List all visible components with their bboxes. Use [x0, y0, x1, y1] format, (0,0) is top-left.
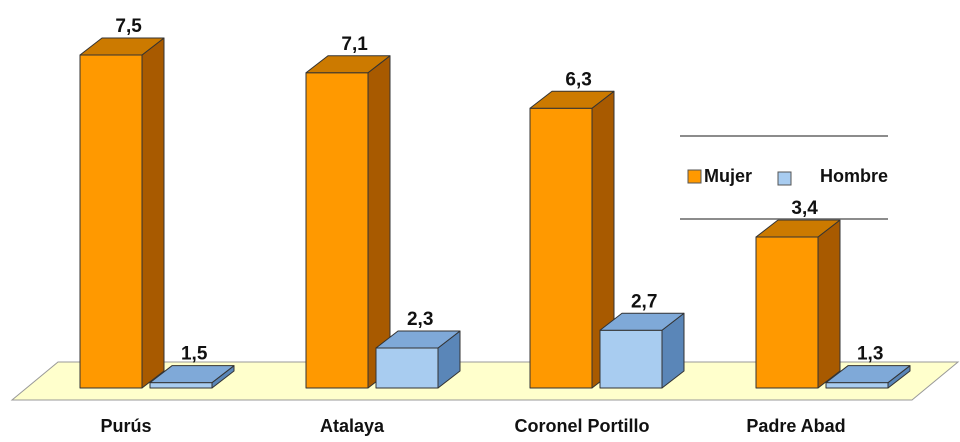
legend-label-mujer: Mujer: [704, 166, 752, 186]
value-label-hombre-0: 1,5: [181, 344, 208, 365]
legend-swatch-mujer: [687, 169, 702, 184]
legend: Mujer Hombre: [680, 135, 888, 220]
bar-mujer-0-front: [79, 54, 143, 389]
bar-mujer-1-top: [305, 55, 391, 74]
value-label-hombre-2: 2,7: [631, 291, 657, 312]
value-label-mujer-0: 7,5: [115, 16, 142, 37]
chart-floor: [10, 361, 960, 401]
bar-mujer-0-top: [79, 37, 165, 56]
bar-hombre-0-front: [149, 382, 213, 389]
bar-mujer-2: [529, 90, 615, 389]
bar-hombre-3-front: [825, 382, 889, 389]
bar-mujer-1: [305, 55, 391, 389]
bar-mujer-1-front: [305, 72, 369, 389]
bar-hombre-1-front: [375, 347, 439, 389]
value-label-mujer-2: 6,3: [565, 69, 591, 90]
value-label-mujer-3: 3,4: [791, 198, 818, 219]
bar-mujer-0: [79, 37, 165, 389]
value-label-hombre-1: 2,3: [407, 309, 433, 330]
bar-hombre-0: [149, 365, 235, 389]
bar-mujer-1-side: [367, 55, 391, 389]
bar-hombre-2-top: [599, 312, 685, 331]
bar-mujer-3-top: [755, 219, 841, 238]
bar-hombre-2: [599, 312, 685, 389]
bar-mujer-0-side: [141, 37, 165, 389]
bar-hombre-0-top: [149, 365, 235, 384]
category-label-1: Atalaya: [320, 416, 385, 436]
bar-hombre-1: [375, 330, 461, 389]
bar-mujer-3-front: [755, 236, 819, 389]
category-label-0: Purús: [100, 416, 151, 436]
bar-hombre-2-front: [599, 329, 663, 389]
bar-hombre-3: [825, 365, 911, 389]
value-labels-group: 7,5 1,5 7,1 2,3 6,3 2,7 3,4 1,3: [115, 16, 883, 365]
bar-hombre-3-top: [825, 365, 911, 384]
bar-mujer-2-front: [529, 107, 593, 389]
value-label-hombre-3: 1,3: [857, 344, 883, 365]
category-label-3: Padre Abad: [746, 416, 845, 436]
bar-mujer-3: [755, 219, 841, 389]
value-label-mujer-1: 7,1: [341, 34, 368, 55]
bar-mujer-3-side: [817, 219, 841, 389]
legend-label-hombre: Hombre: [820, 166, 888, 186]
bar-mujer-2-top: [529, 90, 615, 109]
category-labels-group: Purús Atalaya Coronel Portillo Padre Abad: [100, 416, 845, 436]
legend-swatch-hombre: [777, 171, 792, 186]
category-label-2: Coronel Portillo: [515, 416, 650, 436]
bar-hombre-1-top: [375, 330, 461, 349]
bars-group: [79, 37, 911, 389]
